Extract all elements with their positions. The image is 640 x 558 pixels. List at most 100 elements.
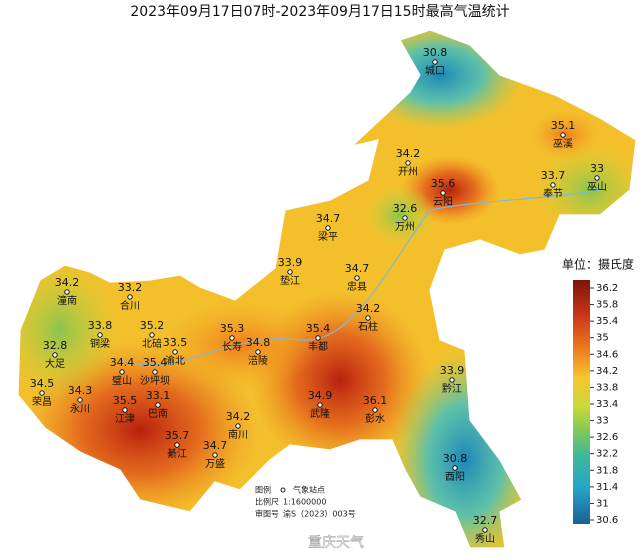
station-name: 石柱: [358, 320, 378, 333]
station-value: 33.2: [118, 281, 143, 294]
station-dot: [172, 349, 178, 355]
station-name: 合川: [120, 299, 140, 312]
station-dot: [317, 402, 323, 408]
station-dot: [449, 377, 455, 383]
station-dot: [354, 275, 360, 281]
station-name: 沙坪坝: [140, 374, 170, 387]
station-name: 潼南: [57, 294, 77, 307]
station-name: 云阳: [433, 196, 453, 208]
station-value: 34.7: [316, 212, 341, 225]
station-value: 34.2: [226, 410, 251, 423]
station-name: 忠县: [347, 281, 367, 293]
station-name: 南川: [228, 428, 248, 441]
station-value: 34.4: [110, 356, 135, 369]
footer-text: 渝S（2023）003号: [283, 509, 356, 519]
station-value: 35.4: [306, 322, 331, 335]
station-name: 长寿: [222, 340, 242, 353]
legend-label: 32.2: [596, 449, 618, 460]
station-dot: [287, 269, 293, 275]
footer-label: 比例尺: [255, 497, 279, 507]
station-value: 36.1: [363, 394, 388, 407]
legend-label: 31.8: [596, 465, 618, 476]
station-value: 34.2: [356, 302, 381, 315]
station-dot: [52, 352, 58, 358]
station-name: 万州: [395, 221, 415, 233]
station-value: 32.7: [473, 514, 498, 527]
station-name: 城口: [425, 65, 445, 77]
station-name: 涪陵: [248, 354, 268, 367]
station-name: 北碚: [142, 337, 162, 350]
legend-label: 35.8: [596, 300, 618, 311]
station-name: 巫山: [587, 181, 607, 193]
legend-label: 31: [596, 498, 609, 509]
station-name: 大足: [45, 357, 65, 370]
station-value: 34.5: [30, 377, 55, 390]
footer-text: 气象站点: [293, 485, 325, 495]
station-value: 35.7: [165, 429, 190, 442]
legend-label: 34.2: [596, 366, 618, 377]
station-dot: [365, 315, 371, 321]
station-value: 32.8: [43, 339, 68, 352]
legend-label: 35: [596, 333, 609, 344]
station-value: 30.8: [443, 452, 468, 465]
station-value: 34.7: [203, 439, 228, 452]
station-name: 永川: [70, 402, 90, 415]
station-dot: [77, 397, 83, 403]
station-dot: [594, 175, 600, 181]
station-name: 荣昌: [32, 396, 52, 408]
station-value: 33.1: [146, 389, 171, 402]
legend-label: 35.4: [596, 316, 618, 327]
legend-label: 36.2: [596, 283, 618, 294]
legend-label: 30.6: [596, 515, 618, 526]
station-value: 33.7: [541, 169, 566, 182]
legend-label: 34.6: [596, 349, 618, 360]
station-name: 丰都: [308, 340, 328, 353]
station-name: 酉阳: [445, 471, 465, 483]
legend-label: 33: [596, 416, 609, 427]
legend-title: 单位：摄氏度: [562, 257, 634, 272]
station-value: 35.2: [140, 319, 165, 332]
station-dot: [155, 402, 161, 408]
watermark: 重庆天气: [308, 535, 364, 551]
station-dot: [325, 225, 331, 231]
color-bar: [573, 280, 590, 524]
station-name: 垫江: [280, 274, 300, 287]
station-value: 35.6: [431, 177, 456, 190]
station-value: 35.1: [551, 119, 576, 132]
station-dot: [440, 190, 446, 196]
station-dot: [482, 527, 488, 533]
station-dot: [550, 182, 556, 188]
station-dot: [127, 294, 133, 300]
station-dot: [315, 335, 321, 341]
legend-label: 33.4: [596, 399, 618, 410]
station-value: 34.2: [396, 147, 421, 160]
station-value: 33: [590, 162, 604, 175]
station-name: 铜梁: [90, 337, 110, 350]
legend-label: 32.6: [596, 432, 618, 443]
station-name: 江津: [115, 413, 135, 425]
station-name: 万盛: [205, 457, 225, 470]
station-value: 33.9: [278, 256, 303, 269]
station-name: 綦江: [167, 447, 187, 460]
station-dot: [405, 160, 411, 166]
station-name: 巫溪: [553, 138, 573, 150]
station-dot: [235, 423, 241, 429]
station-dot: [174, 442, 180, 448]
legend-label: 31.4: [596, 482, 618, 493]
station-value: 33.5: [163, 336, 188, 349]
station-dot: [119, 369, 125, 375]
station-dot: [212, 452, 218, 458]
station-name: 渝北: [165, 354, 185, 367]
station-dot: [255, 349, 261, 355]
station-dot: [229, 335, 235, 341]
station-dot: [432, 59, 438, 65]
footer: 图例 气象站点 比例尺 1:1600000 审图号 渝S（2023）003号: [255, 485, 356, 519]
station-dot: [122, 407, 128, 413]
station-dot: [149, 332, 155, 338]
station-dot: [64, 289, 70, 295]
station-value: 34.7: [345, 262, 370, 275]
station-value: 35.5: [113, 394, 138, 407]
station-name: 开州: [398, 166, 418, 178]
